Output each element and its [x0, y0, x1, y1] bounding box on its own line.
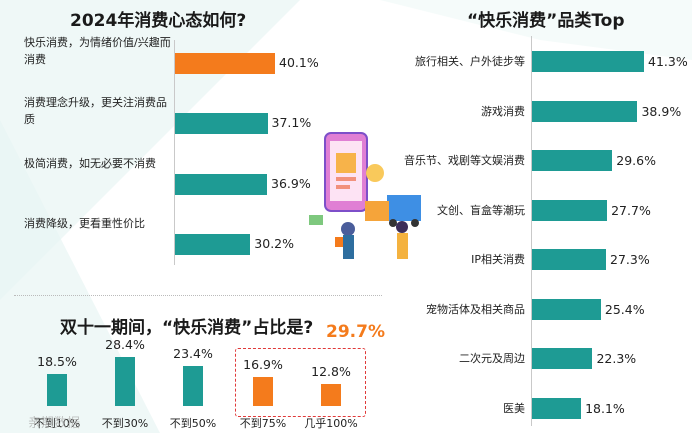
bar: [175, 53, 275, 74]
category-label: 不到30%: [101, 417, 149, 430]
data-label: 16.9%: [243, 356, 283, 372]
left-chart-axis: [174, 40, 175, 265]
watermark: 亲期数据: [28, 416, 81, 431]
bottom-title: 双十一期间，“快乐消费”占比是?: [60, 318, 314, 338]
bar: [532, 199, 608, 221]
data-label: 38.9%: [641, 103, 682, 119]
data-label: 27.7%: [611, 202, 651, 218]
column-bar: [321, 383, 341, 406]
right-chart-axis: [531, 36, 532, 426]
data-label: 30.2%: [254, 236, 295, 251]
highlight-box: [235, 348, 366, 417]
category-label: 不到75%: [239, 417, 287, 430]
category-label: 宠物活体及相关商品: [426, 302, 525, 316]
bar: [532, 51, 644, 72]
bar: [532, 298, 601, 320]
highlight-total-label: 29.7%: [326, 322, 385, 342]
category-label: 消费理念升级，更关注消费品质: [24, 96, 167, 126]
bar: [175, 174, 268, 195]
data-label: 23.4%: [173, 345, 213, 361]
category-label: 游戏消费: [481, 104, 525, 118]
bar: [532, 348, 593, 369]
data-label: 36.9%: [271, 176, 311, 191]
category-label: 不到50%: [169, 417, 217, 430]
data-label: 18.5%: [37, 354, 77, 370]
column-bar: [183, 365, 203, 406]
category-label: 二次元及周边: [459, 352, 525, 365]
category-label: 极简消费，如无必要不消费: [24, 157, 156, 170]
bar: [532, 397, 582, 419]
column-bar: [253, 376, 273, 406]
category-label: 文创、盲盒等潮玩: [437, 203, 525, 217]
data-label: 40.1%: [279, 55, 319, 70]
section-divider: [14, 295, 382, 296]
category-label: 消费降级，更看重性价比: [24, 217, 145, 230]
category-label: 几乎100%: [304, 417, 358, 430]
data-label: 28.4%: [105, 337, 145, 352]
data-label: 37.1%: [271, 115, 312, 130]
right-title: “快乐消费”品类Top: [467, 11, 625, 31]
data-label: 41.3%: [648, 54, 688, 69]
data-label: 22.3%: [596, 351, 637, 366]
data-label: 27.3%: [610, 252, 650, 267]
bar: [175, 234, 251, 255]
shopping-illustration: [309, 132, 421, 259]
category-label: IP相关消费: [471, 253, 525, 266]
data-label: 25.4%: [604, 301, 645, 317]
category-label: 医美: [503, 401, 525, 415]
column-bar: [115, 357, 135, 406]
bar: [532, 150, 613, 171]
category-label: 不到10%: [33, 417, 81, 430]
data-label: 18.1%: [585, 400, 625, 416]
category-label: 旅行相关、户外徒步等: [415, 55, 525, 68]
category-label: 音乐节、戏剧等文娱消费: [404, 154, 525, 167]
category-label: 快乐消费，为情绪价值/兴趣而消费: [24, 36, 171, 66]
data-label: 29.6%: [616, 153, 656, 168]
left-top-title: 2024年消费心态如何?: [70, 11, 247, 31]
data-label: 12.8%: [311, 363, 351, 379]
bar: [175, 113, 268, 134]
column-bar: [47, 374, 67, 406]
bar: [532, 100, 638, 122]
bar: [532, 249, 607, 270]
